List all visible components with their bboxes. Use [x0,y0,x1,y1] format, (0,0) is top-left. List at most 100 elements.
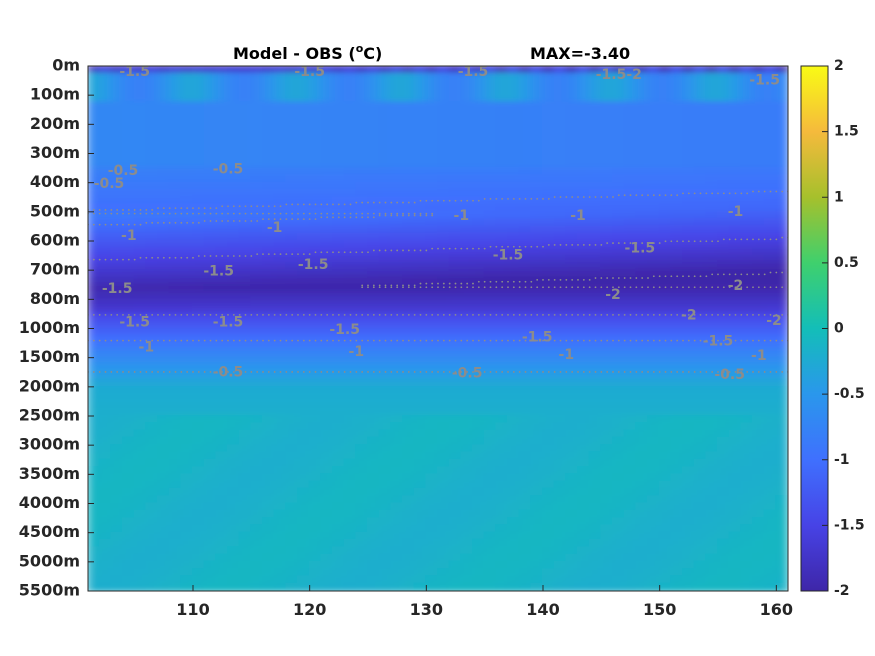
heat-cell [355,371,369,381]
heat-cell [273,283,288,294]
heat-cell [483,130,498,140]
heat-cell [192,247,206,257]
heat-cell [390,371,404,381]
heat-cell [437,167,451,177]
heat-cell [647,291,661,301]
heat-cell [588,298,603,308]
heat-cell [88,451,101,461]
heat-cell [180,101,194,111]
heat-cell [740,407,754,417]
heat-cell [262,94,276,104]
heat-cell [273,181,288,191]
heat-cell [227,385,241,396]
heat-cell [495,422,509,432]
contour-point [378,284,381,287]
heat-cell [273,436,288,447]
heat-cell [320,371,334,381]
heat-cell [437,473,451,483]
heat-cell [635,342,649,352]
heat-cell [192,393,206,403]
contour-point [139,212,142,215]
contour-point [612,242,614,244]
heat-cell [215,116,229,126]
heat-cell [542,196,556,206]
heat-cell [612,502,626,512]
heat-cell [88,480,101,490]
heat-cell [612,495,626,505]
heat-cell [600,458,614,469]
heat-cell [168,560,183,571]
heat-cell [378,466,393,476]
heat-cell [460,167,474,177]
contour-point [623,313,626,316]
heat-cell [577,568,591,578]
heat-cell [448,560,463,571]
heat-cell [565,575,579,585]
contour-point [367,201,369,204]
heat-cell [250,560,264,571]
heat-cell [658,436,673,447]
heat-cell [227,371,241,381]
heat-cell [367,342,381,352]
heat-cell [507,79,521,89]
heat-cell [110,101,124,111]
heat-cell [122,240,136,250]
heat-cell [693,174,708,184]
heat-cell [600,108,614,119]
heat-cell [670,167,684,177]
contour-point [518,280,521,283]
heat-cell [402,196,416,206]
heat-cell [390,553,404,563]
heat-cell [612,458,626,469]
heat-cell [250,444,264,454]
heat-cell [215,145,229,155]
heat-cell [612,582,626,591]
heat-cell [518,349,533,359]
heat-cell [367,247,381,257]
heat-cell [297,101,311,111]
heat-cell [670,188,684,199]
contour-point [139,256,142,259]
heat-cell [728,400,743,410]
contour-point [705,313,708,316]
heat-cell [390,429,404,439]
contour-point [670,240,673,243]
contour-point [215,339,218,342]
heat-cell [227,524,241,534]
heat-cell [448,79,463,89]
contour-point [180,221,183,224]
heat-cell [472,444,486,454]
heat-cell [752,72,766,82]
contour-point [116,209,119,211]
heat-cell [775,575,788,585]
heat-cell [577,130,591,140]
heat-cell [752,218,766,228]
contour-point [116,212,119,215]
heat-cell [250,232,264,242]
heat-cell [378,363,393,374]
heat-cell [238,385,253,396]
heat-cell [285,451,299,461]
heat-cell [168,66,183,75]
heat-cell [577,174,591,184]
heat-cell [425,415,439,425]
heat-cell [472,400,486,410]
heat-cell [88,385,101,396]
heat-cell [413,152,428,162]
heat-cell [682,269,696,279]
heat-cell [413,137,428,148]
heat-cell [600,254,614,264]
heat-cell [390,72,404,82]
heat-cell [682,108,696,119]
heat-cell [448,378,463,388]
heat-cell [238,582,253,591]
heat-cell [553,137,568,148]
heat-cell [238,378,253,388]
heat-cell [752,79,766,89]
heat-cell [658,108,673,119]
heat-cell [88,145,101,155]
heat-cell [623,356,638,366]
contour-point [722,313,725,316]
contour-point [367,251,369,254]
heat-cell [227,196,241,206]
